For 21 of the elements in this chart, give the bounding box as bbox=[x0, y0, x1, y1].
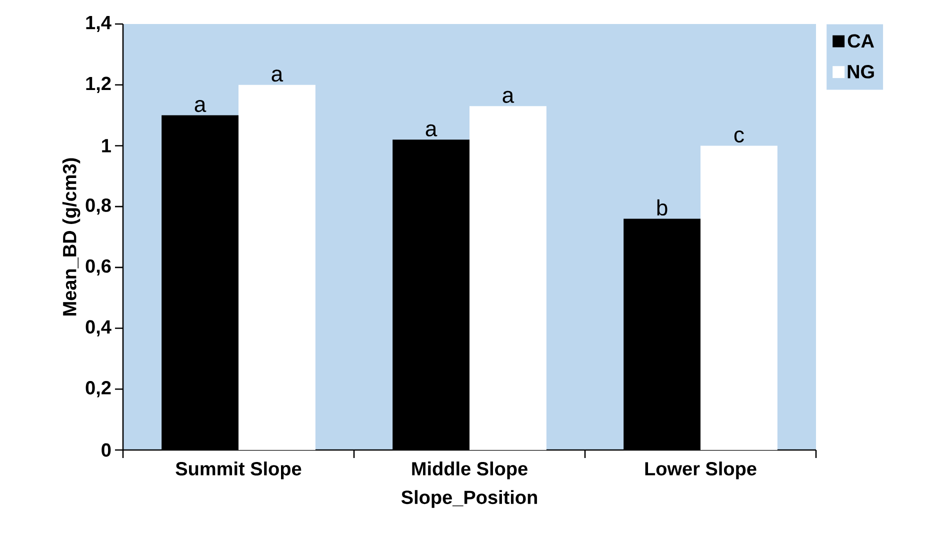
data-label: a bbox=[502, 90, 514, 103]
legend-label: NG bbox=[848, 64, 874, 78]
y-tick-label: 1,2 bbox=[86, 76, 111, 93]
y-tick-label: 1 bbox=[102, 139, 111, 152]
x-tick-label: Middle Slope bbox=[412, 462, 528, 480]
data-label: a bbox=[194, 100, 206, 112]
data-label: a bbox=[426, 124, 438, 136]
data-label: a bbox=[272, 70, 284, 82]
x-tick-label: Lower Slope bbox=[645, 462, 756, 480]
y-tick-label: 0,4 bbox=[86, 320, 112, 336]
y-tick-label: 0,2 bbox=[86, 381, 111, 398]
legend-label: CA bbox=[848, 34, 874, 48]
y-tick-label: 0,6 bbox=[86, 259, 111, 276]
data-label: b bbox=[657, 199, 668, 216]
y-tick-label: 0 bbox=[102, 443, 111, 457]
y-tick-label: 0,8 bbox=[86, 198, 111, 215]
data-label: c bbox=[734, 130, 744, 143]
x-tick-label: Summit Slope bbox=[176, 462, 302, 480]
y-tick-label: 1,4 bbox=[86, 16, 112, 32]
y-axis-title: Mean_BD (g/cm3) bbox=[62, 158, 80, 316]
x-axis-title: Slope_Position bbox=[401, 490, 537, 508]
